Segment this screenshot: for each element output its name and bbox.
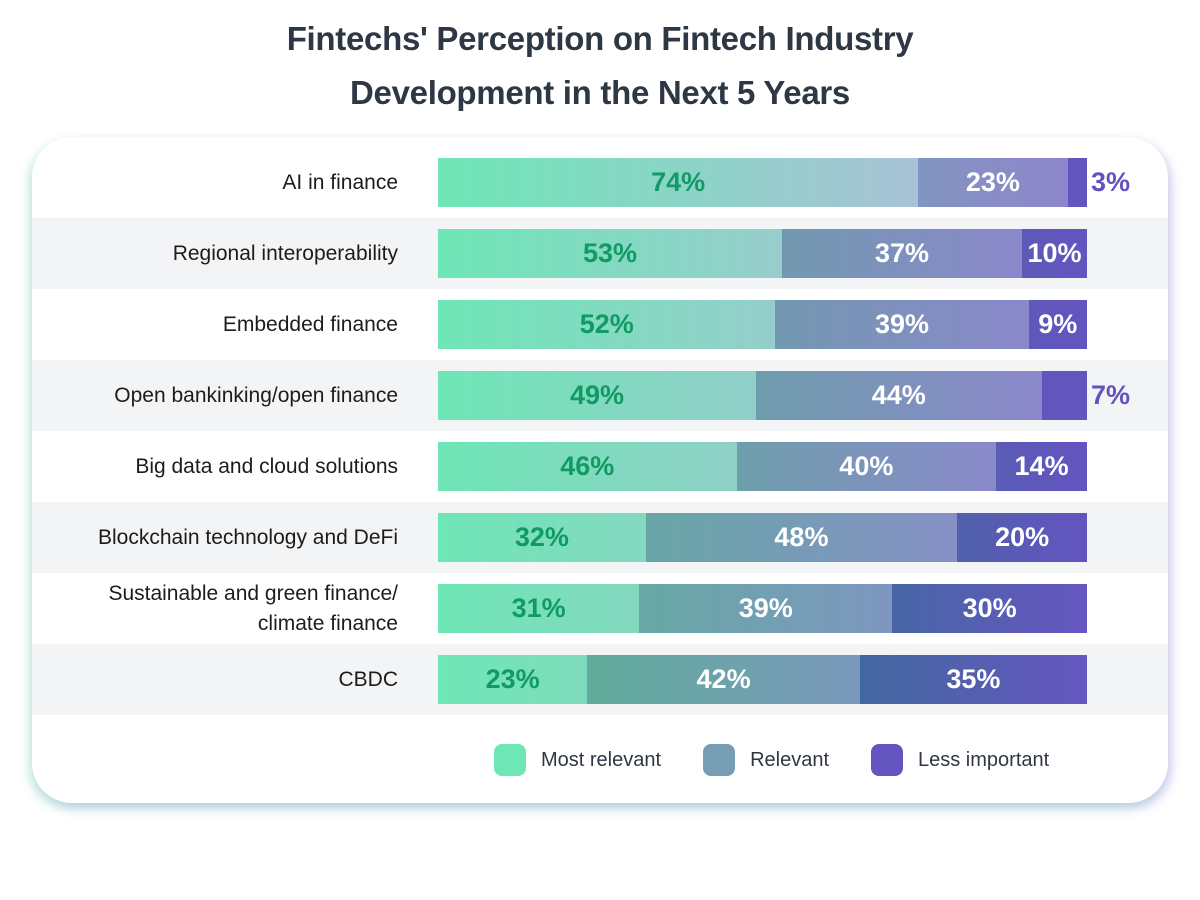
legend-label: Most relevant [541,748,662,771]
chart-row: AI in finance 74% 23% 3% [32,147,1168,218]
value-label: 14% [1014,451,1069,481]
bar-segment-less-important: 30% [892,584,1087,633]
bar-segment-relevant: 39% [775,300,1029,349]
value-label: 3% [1090,167,1131,197]
chart-title-line-2: Development in the Next 5 Years [350,74,850,111]
category-label: Open bankinking/open finance [114,383,398,407]
bar-segment-most-relevant: 53% [438,229,782,278]
bar-segment-relevant: 42% [587,655,860,704]
value-label: 7% [1090,380,1130,410]
category-label-line-2: climate finance [257,611,398,635]
bar-segment-most-relevant: 74% [438,158,919,207]
category-label: Big data and cloud solutions [135,454,398,478]
value-label: 44% [871,380,926,410]
bar-segment-relevant: 40% [736,442,997,491]
category-label: AI in finance [282,170,398,194]
bar-segment-most-relevant: 49% [438,371,756,420]
bar-segment-less-important: 20% [957,513,1087,562]
value-label: 9% [1038,309,1078,339]
value-label: 39% [738,593,793,623]
value-label: 53% [582,238,637,268]
stacked-bar: 49% 44% 7% [438,371,1130,420]
value-label: 40% [839,451,894,481]
bar-segment-less-important: 7% [1041,371,1130,420]
stacked-bar: 32% 48% 20% [438,513,1087,562]
value-label: 52% [579,309,634,339]
legend-label: Less important [918,748,1050,771]
legend-item-less-important: Less important [871,744,1049,776]
legend-item-relevant: Relevant [703,744,829,776]
bar-segment-most-relevant: 32% [438,513,646,562]
bar-segment-less-important: 10% [1022,229,1087,278]
value-label: 37% [875,238,930,268]
value-label: 42% [696,664,751,694]
chart-card: AI in finance 74% 23% 3% Regional interopera… [32,137,1168,803]
value-label: 23% [485,664,540,694]
chart-row: CBDC 23% 42% 35% [32,644,1168,715]
value-label: 20% [995,522,1050,552]
value-label: 35% [946,664,1001,694]
chart-title-line-1: Fintechs' Perception on Fintech Industry [286,20,914,57]
chart-row: Open bankinking/open finance 49% 44% 7% [32,360,1168,431]
bar-segment-less-important: 35% [859,655,1087,704]
category-label: Blockchain technology and DeFi [97,525,398,549]
bar-segment-less-important: 3% [1067,158,1130,207]
value-label: 49% [569,380,625,410]
stacked-bar: 74% 23% 3% [438,158,1130,207]
bar-segment-relevant: 48% [645,513,958,562]
legend-swatch-relevant [703,744,736,776]
bar-segment-less-important: 14% [996,442,1087,491]
bar-segment-relevant: 39% [639,584,893,633]
bar-segment-relevant: 37% [781,229,1023,278]
stacked-bar: 52% 39% 9% [438,300,1087,349]
category-label: Sustainable and green finance/climate fi… [32,573,398,644]
stacked-bar: 46% 40% 14% [438,442,1087,491]
bar-segment-relevant: 44% [756,371,1042,420]
category-label: Regional interoperability [172,241,398,265]
bar-segment-less-important: 9% [1028,300,1087,349]
legend: Most relevant Relevant Less important [494,744,1091,776]
chart-row: Regional interoperability 53% 37% 10% [32,218,1168,289]
stacked-bar: 23% 42% 35% [438,655,1087,704]
value-label: 74% [651,167,706,197]
chart-title: Fintechs' Perception on Fintech Industry… [0,12,1200,120]
value-label: 32% [514,522,569,552]
stacked-bar: 53% 37% 10% [438,229,1087,278]
chart-row: Sustainable and green finance/climate fi… [32,573,1168,644]
legend-swatch-most-relevant [494,744,526,776]
value-label: 30% [962,593,1017,623]
value-label: 10% [1027,238,1082,268]
legend-item-most-relevant: Most relevant [494,744,661,776]
value-label: 46% [560,451,615,481]
chart-row: Embedded finance 52% 39% 9% [32,289,1168,360]
bar-segment-most-relevant: 23% [438,655,588,704]
bar-segment-most-relevant: 46% [438,442,737,491]
legend-label: Relevant [750,748,829,771]
category-label: CBDC [338,667,398,691]
category-label-line-1: Sustainable and green finance/ [108,581,398,605]
chart-row: Blockchain technology and DeFi 32% 48% 20% [32,502,1168,573]
value-label: 31% [511,593,566,623]
value-label: 39% [875,309,930,339]
bar-segment-most-relevant: 52% [438,300,776,349]
category-label: Embedded finance [222,312,398,336]
legend-swatch-less-important [871,744,903,776]
bar-segment-most-relevant: 31% [438,584,640,633]
chart-row: Big data and cloud solutions 46% 40% 14% [32,431,1168,502]
value-label: 23% [965,167,1020,197]
stacked-bar: 31% 39% 30% [438,584,1087,633]
bar-segment-relevant: 23% [918,158,1068,207]
value-label: 48% [774,522,829,552]
